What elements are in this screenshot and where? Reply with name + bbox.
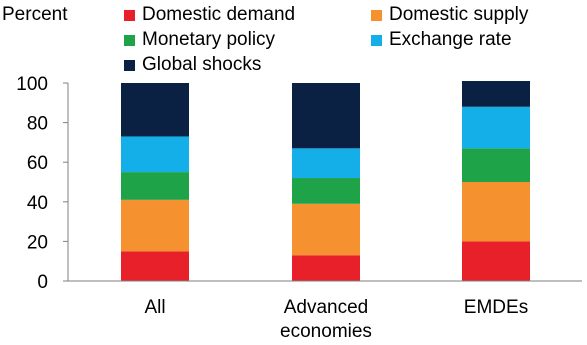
y-tick-label: 0	[37, 272, 48, 293]
legend-label: Monetary policy	[142, 29, 276, 50]
legend-swatch	[371, 9, 382, 21]
bar-segment-monetary-policy	[462, 148, 530, 182]
bar-segment-domestic-supply	[462, 182, 530, 242]
bar-segment-domestic-demand	[462, 241, 530, 281]
legend-item-global-shocks: Global shocks	[124, 54, 261, 76]
legend-item-domestic-supply: Domestic supply	[371, 4, 528, 26]
bar-segment-global-shocks	[292, 83, 360, 149]
legend-swatch	[124, 9, 135, 21]
bar-segment-domestic-supply	[292, 203, 360, 256]
bar-segment-monetary-policy	[121, 172, 189, 200]
legend-label: Domestic demand	[142, 4, 296, 25]
legend-swatch	[124, 34, 135, 46]
legend-swatch	[124, 59, 135, 71]
bar-segment-domestic-supply	[121, 199, 189, 252]
legend-label: Domestic supply	[389, 4, 529, 25]
y-tick-label: 20	[27, 232, 48, 253]
bar-segment-global-shocks	[121, 83, 189, 137]
x-tick-label: EMDEs	[464, 297, 528, 318]
y-unit-label: Percent	[2, 4, 68, 25]
x-tick-label: Advanced	[284, 297, 369, 318]
y-tick-label: 40	[27, 193, 48, 214]
y-tick-label: 80	[27, 114, 48, 135]
y-tick-label: 60	[27, 153, 48, 174]
legend-swatch	[371, 34, 382, 46]
y-tick-label: 100	[16, 74, 48, 95]
bar-segment-global-shocks	[462, 81, 530, 107]
legend-item-domestic-demand: Domestic demand	[124, 4, 295, 26]
legend-label: Global shocks	[142, 54, 262, 75]
legend-label: Exchange rate	[389, 29, 512, 50]
legend-item-monetary-policy: Monetary policy	[124, 29, 275, 51]
bar-segment-exchange-rate	[121, 136, 189, 173]
bar-segment-domestic-demand	[292, 255, 360, 281]
bar-segment-domestic-demand	[121, 251, 189, 281]
bar-segment-monetary-policy	[292, 178, 360, 204]
bar-segment-exchange-rate	[292, 148, 360, 179]
x-tick-label: All	[144, 297, 165, 318]
legend-item-exchange-rate: Exchange rate	[371, 29, 512, 51]
x-tick-label: economies	[280, 321, 372, 342]
bar-segment-exchange-rate	[462, 106, 530, 149]
